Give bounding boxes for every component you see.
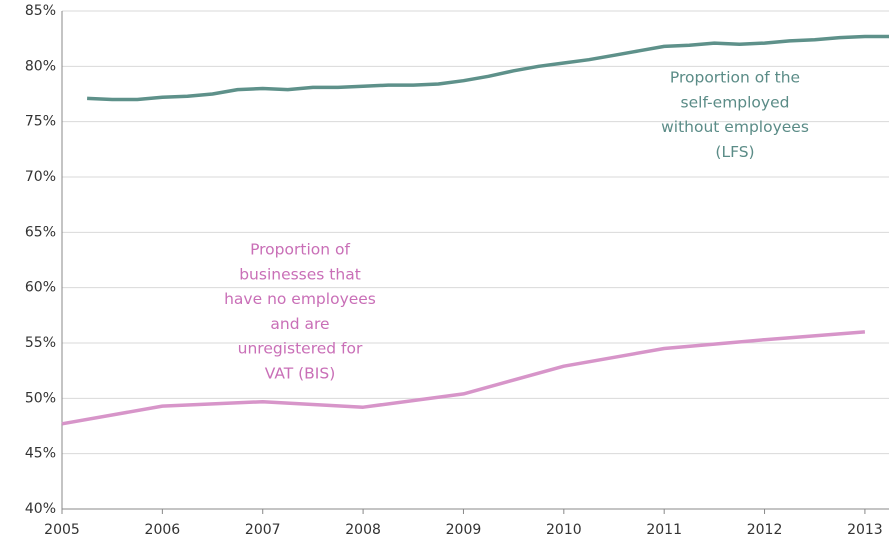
x-tick-label: 2011 xyxy=(646,522,682,538)
y-tick-label: 40% xyxy=(25,501,56,517)
annotation: without employees xyxy=(661,118,809,136)
y-tick-label: 75% xyxy=(25,114,56,130)
y-tick-label: 55% xyxy=(25,335,56,351)
annotation: self-employed xyxy=(681,93,790,111)
y-tick-label: 60% xyxy=(25,280,56,296)
annotation: (LFS) xyxy=(715,143,754,161)
series-line xyxy=(61,330,866,426)
x-tick-label: 2005 xyxy=(44,522,80,538)
x-tick-label: 2007 xyxy=(245,522,281,538)
x-tick-label: 2012 xyxy=(747,522,783,538)
annotation: and are xyxy=(270,315,329,333)
annotation: Proportion of xyxy=(250,241,350,259)
x-tick-label: 2010 xyxy=(546,522,582,538)
y-tick-label: 65% xyxy=(25,224,56,240)
x-tick-label: 2013 xyxy=(847,522,883,538)
x-tick-label: 2008 xyxy=(345,522,381,538)
y-tick-label: 50% xyxy=(25,390,56,406)
y-tick-label: 45% xyxy=(25,446,56,462)
x-tick-label: 2006 xyxy=(145,522,181,538)
series-line xyxy=(87,34,889,102)
y-tick-label: 70% xyxy=(25,169,56,185)
annotation: unregistered for xyxy=(238,340,363,358)
y-tick-label: 85% xyxy=(25,3,56,19)
annotation: VAT (BIS) xyxy=(265,365,336,383)
x-tick-label: 2009 xyxy=(446,522,482,538)
annotation: Proportion of the xyxy=(670,69,800,87)
annotation: businesses that xyxy=(239,265,361,283)
y-tick-label: 80% xyxy=(25,58,56,74)
annotation: have no employees xyxy=(224,290,376,308)
